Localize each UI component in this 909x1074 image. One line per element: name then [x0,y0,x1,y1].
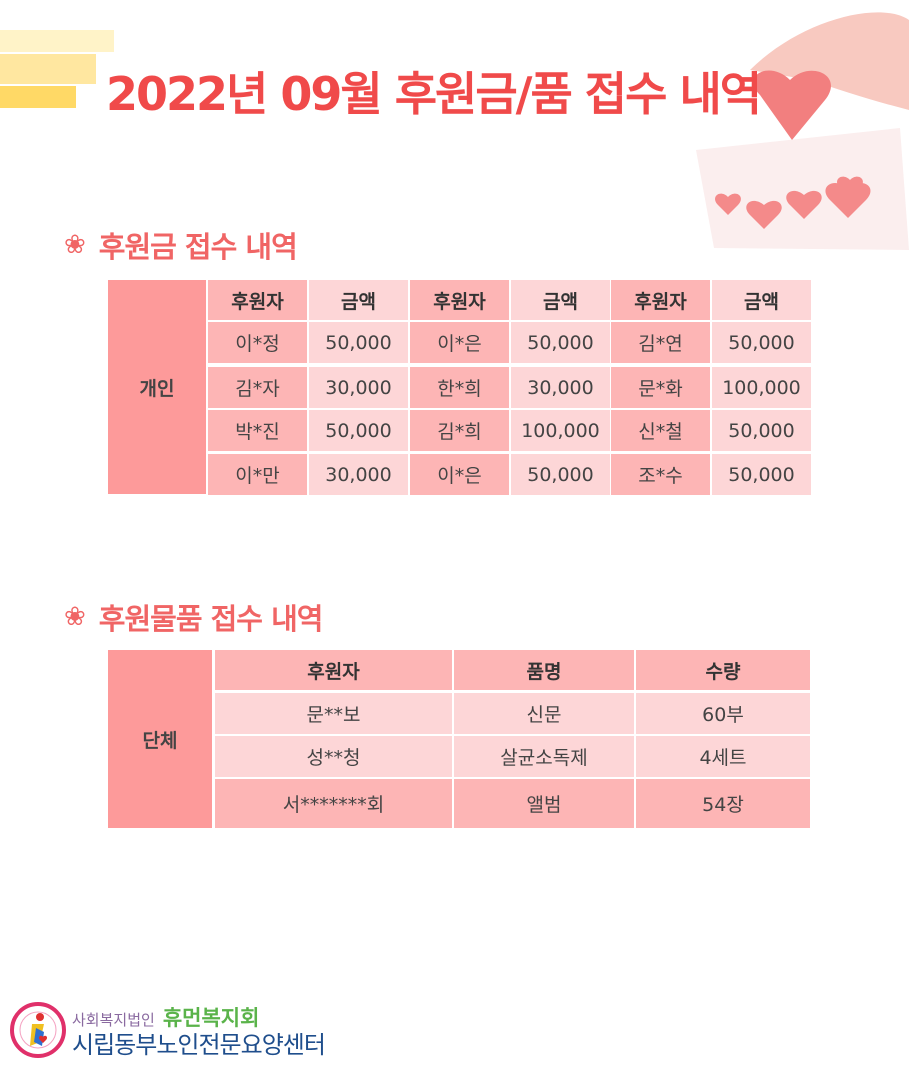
column-header: 후원자 [410,280,509,320]
amount-cell: 50,000 [712,410,811,451]
donor-cell: 서*******회 [215,779,452,828]
quantity-cell: 54장 [636,779,810,828]
column-header: 후원자 [611,280,710,320]
org-type: 사회복지법인 [72,1011,155,1029]
amount-cell: 50,000 [712,454,811,495]
cash-section-heading: ❀ 후원금 접수 내역 [64,224,298,266]
donor-cell: 박*진 [208,410,307,451]
donor-cell: 문**보 [215,693,452,734]
amount-cell: 50,000 [309,322,408,363]
center-name: 시립동부노인전문요양센터 [72,1031,326,1059]
group-label: 단체 [108,650,212,828]
donor-cell: 김*희 [410,410,509,451]
amount-cell: 50,000 [511,454,610,495]
donor-cell: 이*은 [410,322,509,363]
amount-cell: 50,000 [712,322,811,363]
amount-cell: 30,000 [309,367,408,408]
decor-bar [0,30,114,52]
organization-logo: 사회복지법인 휴먼복지회 시립동부노인전문요양센터 [10,1002,326,1059]
page-title: 2022년 09월 후원금/품 접수 내역 [106,67,762,121]
org-name: 휴먼복지회 [162,1006,260,1030]
donor-cell: 신*철 [611,410,710,451]
heading-text: 후원물품 접수 내역 [98,602,324,636]
column-header: 금액 [511,280,610,320]
quantity-cell: 4세트 [636,736,810,777]
amount-cell: 50,000 [511,322,610,363]
organization-seal-icon [10,1002,66,1059]
column-header: 품명 [454,650,634,690]
decor-bar [0,54,96,84]
goods-section-heading: ❀ 후원물품 접수 내역 [64,596,324,638]
donor-cell: 김*자 [208,367,307,408]
amount-cell: 100,000 [511,410,610,451]
amount-cell: 30,000 [511,367,610,408]
column-header: 후원자 [215,650,452,690]
flower-icon: ❀ [64,230,86,260]
flower-icon: ❀ [64,602,86,632]
donor-cell: 문*화 [611,367,710,408]
column-header: 후원자 [208,280,307,320]
heading-text: 후원금 접수 내역 [98,230,298,264]
decor-bar [0,86,76,108]
donor-cell: 이*정 [208,322,307,363]
item-cell: 신문 [454,693,634,734]
amount-cell: 50,000 [309,410,408,451]
donor-cell: 한*희 [410,367,509,408]
donor-cell: 이*만 [208,454,307,495]
item-cell: 앨범 [454,779,634,828]
donor-cell: 이*은 [410,454,509,495]
column-header: 수량 [636,650,810,690]
donor-cell: 성**청 [215,736,452,777]
amount-cell: 30,000 [309,454,408,495]
donor-cell: 김*연 [611,322,710,363]
amount-cell: 100,000 [712,367,811,408]
item-cell: 살균소독제 [454,736,634,777]
column-header: 금액 [309,280,408,320]
donor-cell: 조*수 [611,454,710,495]
group-label: 개인 [108,280,206,494]
quantity-cell: 60부 [636,693,810,734]
column-header: 금액 [712,280,811,320]
heart-hand-illustration [696,12,909,250]
